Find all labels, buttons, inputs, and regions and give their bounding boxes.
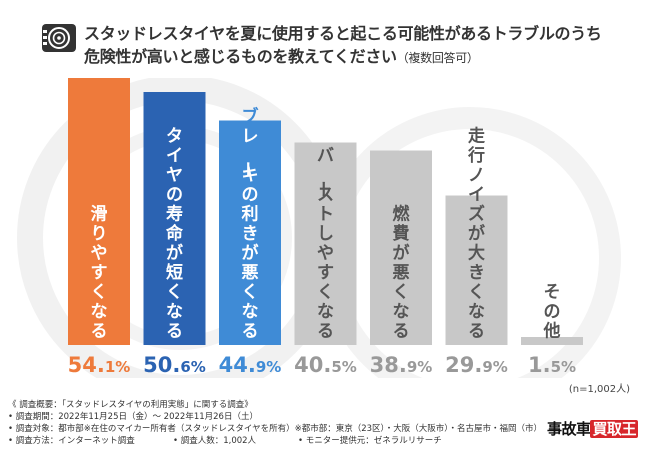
brand-logo: 事故車 買取王 xyxy=(547,418,638,439)
logo-text-1: 事故車 xyxy=(546,420,591,438)
bar-chart: 滑りやすくなる タイヤの寿命が短くなる ブレーキの利きが悪くなる バーストしやすくなる… xyxy=(17,78,621,378)
page-title: スタッドレスタイヤを夏に使用すると起こる可能性があるトラブルのうち 危険性が高い… xyxy=(84,22,640,70)
logo-text-2: 買取王 xyxy=(590,420,638,438)
header: スタッドレスタイヤを夏に使用すると起こる可能性があるトラブルのうち 危険性が高い… xyxy=(0,0,650,78)
category-label-3: ブレーキの利きが悪くなる xyxy=(237,106,259,342)
bar-6 xyxy=(445,195,508,345)
sample-size-note: (n=1,002人) xyxy=(568,384,630,395)
category-label-6: 走行ノイズが大きくなる xyxy=(467,126,485,342)
bar-1 xyxy=(68,78,130,345)
value-label-1: 54.1% xyxy=(68,353,131,377)
category-label-5: 燃費が悪くなる xyxy=(393,204,411,342)
category-label-4: バーストしやすくなる xyxy=(312,146,334,342)
survey-footer: 《 調査概要：「スタッドレスタイヤの利用実態」に関する調査》 • 調査期間：20… xyxy=(8,399,542,447)
footer-provider: • モニター提供元：ゼネラルリサーチ xyxy=(298,436,442,446)
footer-method: • 調査方法：インターネット調査 xyxy=(8,436,135,446)
value-label-6: 29.9% xyxy=(445,353,508,377)
footer-period: • 調査期間：2022年11月25日（金）～ 2022年11月26日（土） xyxy=(8,412,258,422)
category-label-1: 滑りやすくなる xyxy=(91,205,108,342)
bar-4 xyxy=(294,142,357,345)
category-label-7: その他 xyxy=(543,283,561,342)
value-label-3: 44.9% xyxy=(219,353,282,377)
title-suffix: （複数回答可） xyxy=(396,51,479,65)
value-label-5: 38.9% xyxy=(370,353,433,377)
bar-3 xyxy=(219,120,281,345)
title-line-1: スタッドレスタイヤを夏に使用すると起こる可能性があるトラブルのうち xyxy=(84,24,602,43)
footer-target: • 調査対象：都市部※在住のマイカー所有者（スタッドレスタイヤを所有） xyxy=(8,424,295,434)
title-line-2: 危険性が高いと感じるものを教えてください（複数回答可） xyxy=(84,45,640,70)
value-label-2: 50.6% xyxy=(143,353,206,377)
bar-5 xyxy=(370,150,432,345)
value-label-7: 1.5% xyxy=(528,353,576,377)
title-line-2-main: 危険性が高いと感じるものを教えてください xyxy=(84,47,397,66)
footer-count: • 調査人数：1,002人 xyxy=(173,436,257,446)
footer-heading: 《 調査概要：「スタッドレスタイヤの利用実態」に関する調査》 xyxy=(8,400,253,410)
tire-icon xyxy=(42,24,76,52)
bar-7 xyxy=(521,337,583,345)
value-label-4: 40.5% xyxy=(294,353,357,377)
bar-2 xyxy=(143,92,206,345)
footer-region: ※都市部：東京（23区）・大阪（大阪市）・名古屋市・福岡（市） xyxy=(294,424,543,434)
category-label-2: タイヤの寿命が短くなる xyxy=(165,127,184,342)
